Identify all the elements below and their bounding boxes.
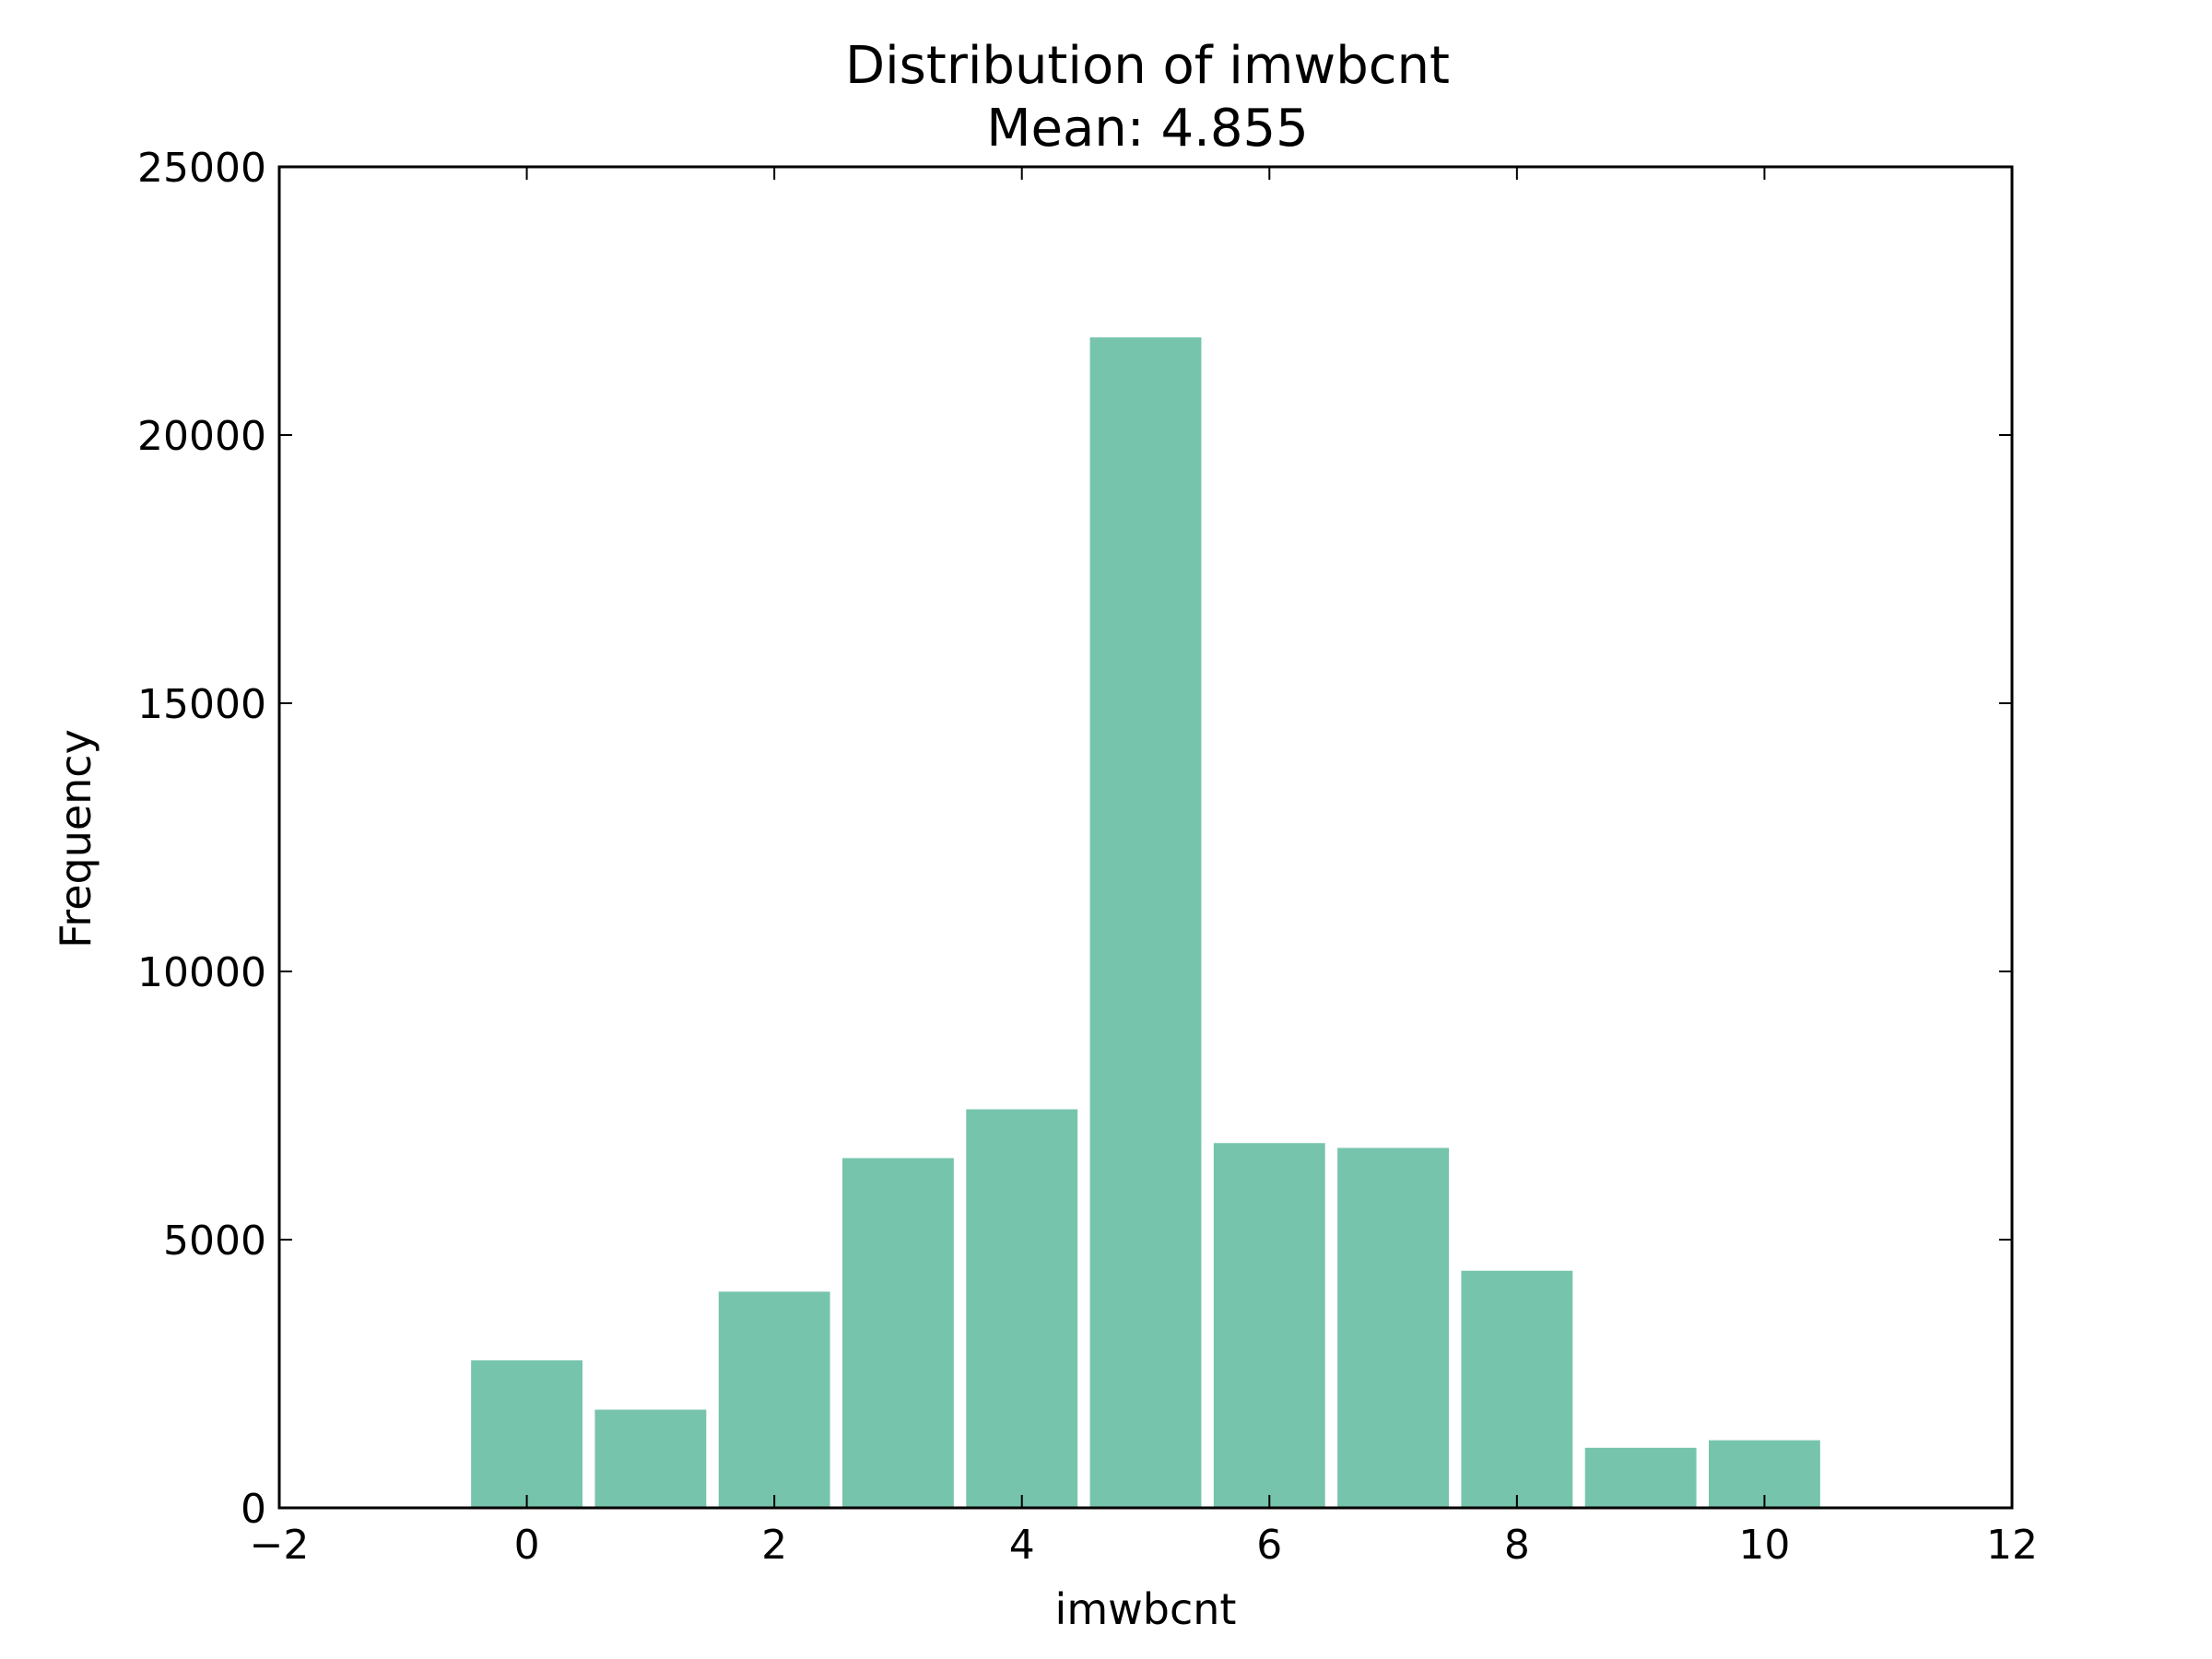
histogram-bar: [842, 1158, 954, 1508]
y-tick-label: 0: [241, 1486, 266, 1533]
histogram-bar: [471, 1359, 582, 1508]
x-tick-label: 8: [1504, 1522, 1530, 1569]
histogram-bar: [718, 1291, 830, 1508]
x-axis-label: imwbcnt: [1055, 1584, 1237, 1634]
histogram-bar: [1337, 1147, 1449, 1508]
x-tick-label: 10: [1738, 1522, 1790, 1569]
chart-subtitle: Mean: 4.855: [986, 99, 1309, 159]
y-tick-label: 5000: [163, 1218, 266, 1265]
y-tick-label: 10000: [137, 949, 266, 996]
histogram-bar: [966, 1109, 1078, 1508]
bars-layer: [471, 337, 1820, 1509]
histogram-bar: [1461, 1270, 1573, 1508]
plot-frame: [277, 165, 2014, 1510]
y-tick-label: 15000: [137, 681, 266, 728]
x-tick-label: 2: [761, 1522, 787, 1569]
y-axis-label: Frequency: [51, 729, 100, 948]
histogram-bar: [1213, 1143, 1325, 1508]
x-tick-label: −2: [250, 1522, 310, 1569]
x-tick-label: 0: [514, 1522, 540, 1569]
chart-title: Distribution of imwbcnt: [845, 36, 1450, 96]
x-tick-label: 12: [1986, 1522, 2038, 1569]
histogram-bar: [1089, 337, 1202, 1509]
x-tick-label: 4: [1009, 1522, 1035, 1569]
x-tick-label: 6: [1256, 1522, 1282, 1569]
histogram-bar: [1584, 1447, 1697, 1508]
y-tick-label: 20000: [137, 413, 266, 460]
histogram-bar: [594, 1409, 707, 1508]
y-tick-label: 25000: [137, 145, 266, 192]
